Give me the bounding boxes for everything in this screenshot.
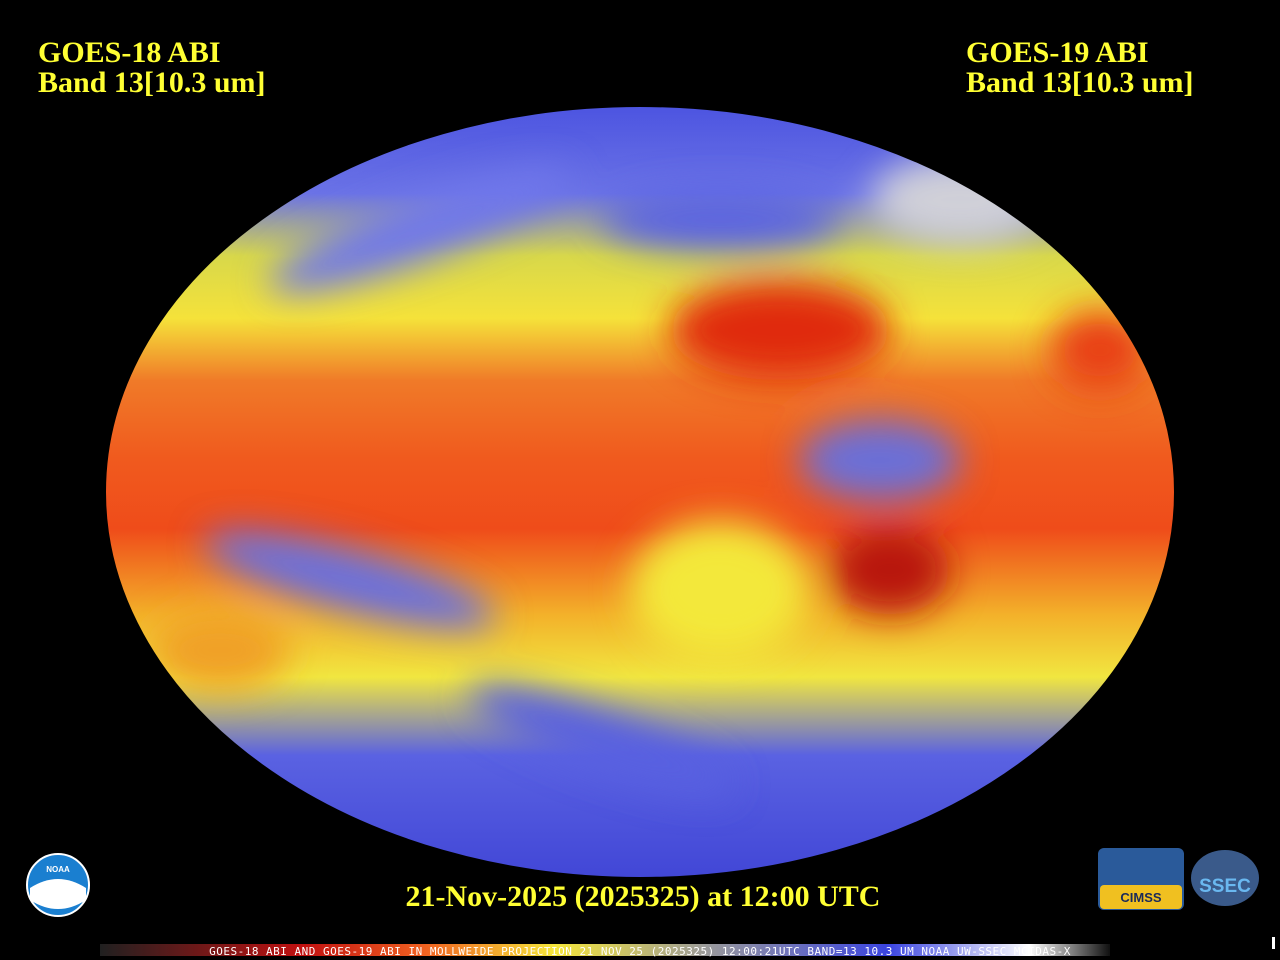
right-title: GOES-19 ABI [966, 36, 1149, 69]
cloud-features [150, 155, 1150, 795]
left-title: GOES-18 ABI [38, 36, 221, 69]
shape [670, 280, 890, 380]
right-subtitle: Band 13[10.3 um] [966, 66, 1194, 99]
shape [1191, 850, 1259, 906]
shape [269, 168, 571, 292]
cimss-label: CIMSS [1120, 890, 1162, 905]
shape [150, 610, 290, 690]
date-caption: 21-Nov-2025 (2025325) at 12:00 UTC [406, 880, 881, 913]
ssec-logo: SSEC [1191, 850, 1259, 906]
color-bar [100, 944, 1110, 956]
shape [468, 685, 732, 795]
cimss-logo: CIMSS [1098, 848, 1184, 910]
shape [30, 879, 86, 909]
corner-marker [1272, 937, 1275, 949]
shape [830, 525, 950, 615]
shape [870, 155, 1050, 245]
left-subtitle: Band 13[10.3 um] [38, 66, 266, 99]
shape [1050, 310, 1150, 390]
shape [1100, 885, 1182, 909]
shape [204, 531, 496, 629]
noaa-label: NOAA [46, 865, 70, 874]
ssec-label: SSEC [1199, 876, 1251, 897]
footer-text: GOES-18 ABI AND GOES-19 ABI IN MOLLWEIDE… [209, 945, 1071, 958]
globe-edge [104, 105, 1176, 879]
globe [105, 106, 1175, 878]
shape [600, 190, 840, 250]
shape [800, 420, 960, 500]
shape [630, 520, 810, 660]
noaa-logo: NOAA [26, 853, 90, 917]
